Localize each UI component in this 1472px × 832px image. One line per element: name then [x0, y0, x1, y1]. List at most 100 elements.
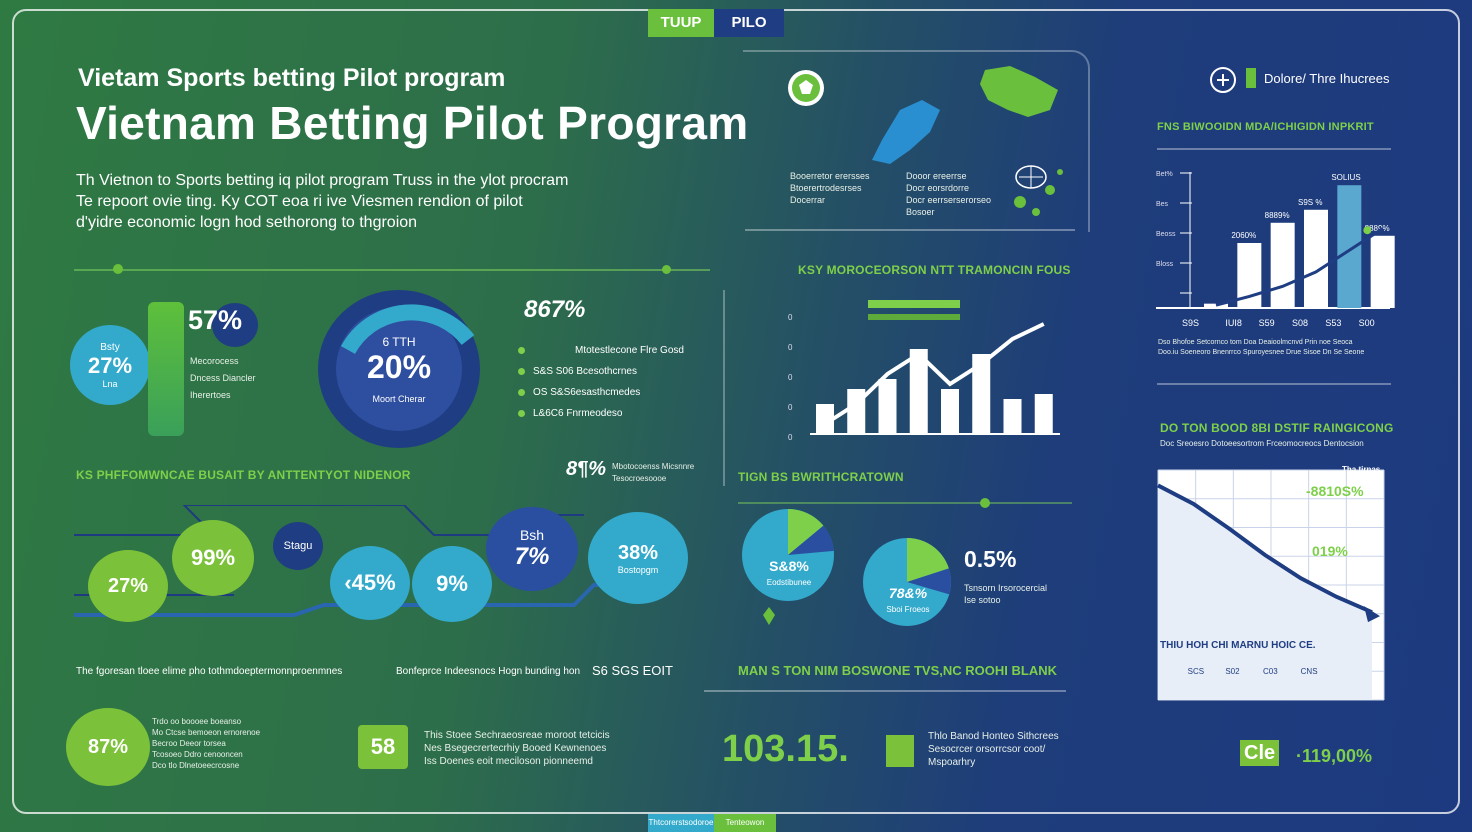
legend-item-label: S&S S06 Bcesothcrnes	[533, 366, 637, 377]
divider	[738, 502, 1072, 504]
trend-marker	[1363, 226, 1372, 235]
map-notes-left: Booerretor erersses Btoerertrodesrses Do…	[790, 170, 870, 206]
footer-banner: MAN S TON NIM BOSWONE TVS,NC ROOHI BLANK	[738, 663, 1057, 678]
mid-chart-title: KSY MOROCEORSON NTT TRAMONCIN FOUS	[798, 263, 1071, 277]
logo-bar	[1246, 68, 1256, 88]
footer-left-note: The fgoresan tloee elime pho tothmdoepte…	[76, 666, 343, 677]
right-top-title: FNS BIWOOIDN MDA/ICHIGIDN INPKRIT	[1157, 121, 1374, 133]
bar-notes: Mecorocess Dncess Diancler Iherertoes	[190, 353, 256, 404]
bar-label: S9S %	[1298, 198, 1322, 207]
note: Thlo Banod Honteo Sithcrees	[928, 731, 1059, 742]
annotation: -8810S%	[1306, 483, 1364, 499]
pie-chart-2	[863, 538, 951, 626]
note: Tsnsorn Irsorocercial	[964, 583, 1048, 593]
note: Mo Ctcse bemoeon ernorenoe	[152, 728, 261, 737]
pie-1-value: S&8%	[769, 558, 809, 574]
footer-big-notes: Thlo Banod Honteo Sithcrees Sesocrcer or…	[928, 730, 1059, 769]
map-note: Booerretor erersses	[790, 171, 870, 181]
note: Tesocroesoooe	[612, 474, 667, 483]
ring-arc	[340, 304, 475, 355]
map-note: Btoerertrodesrses	[790, 183, 862, 193]
note: This Stoee Sechraeosreae moroot tetcicis	[424, 730, 610, 741]
pie-2-value: 78&%	[888, 585, 928, 601]
kpi-circle-7: 38% Bostopgm	[588, 512, 688, 604]
note: Tcosoeo Ddro cenooncen	[152, 750, 243, 759]
note: Ise sotoo	[964, 595, 1001, 605]
chart-caption: THIU HOH CHI MARNU HOIC CE.	[1160, 640, 1316, 651]
note: Mspoarhry	[928, 757, 976, 768]
legend-item: L&6C6 Fnrmeodeso	[518, 403, 684, 424]
right-line-chart: Tha tirnas -8810S% Seloo 019% THIU HOH CHI M…	[1157, 465, 1385, 701]
footer-mid-note: Bonfeprce Indeesnocs Hogn bunding hon	[396, 666, 581, 677]
right-mid-title: DO TON BOOD 8BI DSTIF RAINGICONG	[1160, 421, 1394, 435]
note: Mbotocoenss Micsnnre	[612, 462, 695, 471]
bar	[1204, 303, 1228, 308]
annotation: Tha tirnas	[1342, 465, 1381, 474]
y-tick-label: 0	[788, 373, 793, 382]
legend-item: OS S&S6esasthcmedes	[518, 382, 684, 403]
note: Mecorocess	[190, 356, 239, 366]
legend-item-label: L&6C6 Fnrmeodeso	[533, 408, 623, 419]
kpi-circle-3: Stagu	[273, 522, 323, 570]
footer-circle-value: 87%	[87, 735, 129, 758]
x-tick-label: S59	[1259, 318, 1275, 328]
badge-tuup: TUUP	[648, 9, 714, 37]
right-bar-chart: Bet% Bes Beoss Bloss S9S 2060% IUI8 8889% S59 S9S…	[1156, 171, 1395, 328]
right-top-notes: Dso Bhofoe Setcornco tom Doa Deaioolmcnv…	[1158, 338, 1394, 358]
intro-line-2: Te repoort ovie ting. Ky COT eoa ri ive …	[76, 193, 523, 210]
pie-chart-1	[742, 509, 834, 601]
bar	[816, 404, 834, 434]
intro-text: Th Vietnon to Sports betting iq pilot pr…	[76, 170, 696, 233]
footer-box: 58	[358, 725, 408, 769]
x-tick-label: SCS	[1188, 667, 1204, 676]
bar	[1337, 185, 1362, 308]
globe-icon	[1015, 165, 1047, 189]
pct-mid: 8¶%	[566, 458, 607, 480]
legend-list: Mtotestlecone Flre Gosd S&S S06 Bcesothc…	[518, 340, 684, 424]
legend-bar	[868, 300, 960, 308]
arrow-head	[1364, 606, 1380, 623]
ring-value: 20%	[366, 348, 432, 385]
note: Sesocrcer orsorrcsor coot/	[928, 744, 1046, 755]
area-fill	[1158, 485, 1372, 700]
x-tick-label: C03	[1263, 667, 1278, 676]
note: Dco tlo Dlnetoeecrcosne	[152, 761, 240, 770]
pie-section-title: TIGN BS BWRITHCRATOWN	[738, 470, 904, 484]
pie-slice	[788, 509, 824, 555]
footer-big-box	[886, 735, 914, 767]
x-tick-label: S02	[1225, 667, 1240, 676]
stat-label: Bsty	[100, 341, 120, 353]
kpi-label: Bsh	[519, 527, 545, 543]
kpi-label: Stagu	[283, 540, 313, 552]
note: Nes Bsegecrertecrhiy Booed Kewnenoes	[424, 743, 607, 754]
y-tick-label: Bloss	[1156, 261, 1174, 268]
y-tick-label: 0	[788, 403, 793, 412]
stat-value: 27%	[87, 352, 133, 378]
leaf-icon	[763, 607, 775, 625]
kpi-label: Bostopgm	[617, 564, 659, 575]
bar-label: 2060%	[1231, 231, 1256, 240]
bar-label: 8889%	[1265, 211, 1290, 220]
legend-bar	[868, 314, 960, 320]
right-mid-sub: Doc Sreoesro Dotoeesortrom Frceomocreocs…	[1160, 439, 1364, 448]
bar-label: 8889%	[1365, 224, 1390, 233]
bottom-badge-left: Thtcorerstsodoroe	[648, 814, 714, 832]
y-tick-label: Bes	[1156, 201, 1169, 208]
pie-1-label: Eodstibunee	[766, 578, 812, 587]
map-note: Dooor ereerrse	[906, 171, 967, 181]
annotation: Seloo	[1352, 529, 1374, 538]
kpi-circle-5: 9%	[412, 546, 492, 622]
annotation: 019%	[1312, 543, 1348, 559]
kpi-value: 9%	[436, 571, 468, 596]
pct-mid-notes: Mbotocoenss Micsnnre Tesocroesoooe	[612, 461, 694, 485]
top-right-label: Dolore/ Thre Ihucrees	[1264, 71, 1390, 86]
kpi-value: 99%	[190, 545, 236, 570]
note: Becroo Deeor torsea	[152, 739, 226, 748]
footer-right-value: ·119,00%	[1296, 746, 1373, 766]
pie-2-label: Sboi Froeos	[886, 605, 930, 614]
pie-slice	[788, 525, 834, 555]
mid-bar-chart: 0 0 0 0 0	[788, 300, 1060, 442]
legend-item-label: OS S&S6esasthcmedes	[533, 387, 641, 398]
divider	[745, 229, 1075, 231]
note: Trdo oo boooee boeanso	[152, 717, 242, 726]
